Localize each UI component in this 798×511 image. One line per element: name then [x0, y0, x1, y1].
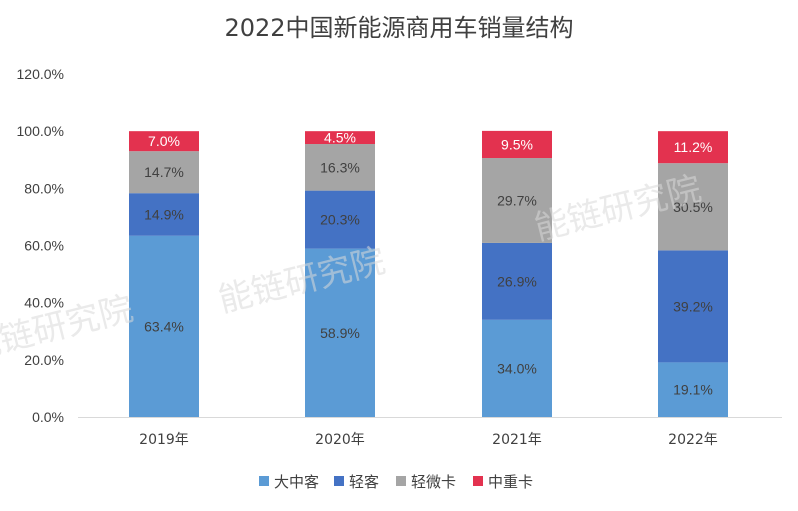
- y-tick-label: 120.0%: [17, 66, 64, 82]
- data-label: 19.1%: [673, 382, 713, 398]
- data-label: 14.9%: [144, 206, 184, 222]
- bar-segment: [305, 144, 375, 191]
- y-tick-label: 100.0%: [17, 123, 64, 139]
- data-label: 11.2%: [674, 139, 713, 155]
- bar-segment: [658, 250, 728, 363]
- legend-label: 轻客: [349, 473, 379, 491]
- data-label: 16.3%: [320, 159, 360, 175]
- x-tick-label: 2022年: [668, 432, 718, 448]
- data-label: 4.5%: [324, 130, 356, 146]
- bar-segment: [482, 242, 552, 320]
- bar-segment: [305, 190, 375, 249]
- bar-segment: [658, 163, 728, 251]
- x-axis: 2019年 2020年 2021年 2022年: [139, 432, 718, 448]
- bars: 63.4% 14.9% 14.7% 7.0% 58.9% 20.3% 16.3% 4.5% 34…: [129, 130, 728, 417]
- legend-swatch: [396, 476, 406, 486]
- data-label: 29.7%: [497, 192, 537, 208]
- bar-segment: [482, 130, 552, 159]
- chart-title: 2022中国新能源商用车销量结构: [224, 14, 573, 42]
- legend-label: 中重卡: [488, 473, 533, 491]
- data-label: 39.2%: [673, 298, 713, 314]
- bar-segment: [482, 158, 552, 243]
- bar-segment: [129, 235, 199, 417]
- legend-label: 轻微卡: [411, 473, 456, 491]
- y-tick-label: 20.0%: [24, 352, 64, 368]
- data-label: 20.3%: [320, 212, 360, 228]
- x-tick-label: 2019年: [139, 432, 189, 448]
- bar-segment: [305, 131, 375, 145]
- data-label: 26.9%: [497, 273, 537, 289]
- y-tick-label: 40.0%: [24, 295, 64, 311]
- y-tick-label: 60.0%: [24, 238, 64, 254]
- bar-segment: [658, 131, 728, 164]
- bar-segment: [305, 248, 375, 417]
- data-label: 14.7%: [144, 164, 184, 180]
- data-label: 30.5%: [673, 199, 713, 215]
- legend: 大中客 轻客 轻微卡 中重卡: [259, 473, 533, 491]
- y-axis: 0.0% 20.0% 40.0% 60.0% 80.0% 100.0% 120.0%: [17, 66, 64, 425]
- y-tick-label: 80.0%: [24, 180, 64, 196]
- bar-segment: [658, 362, 728, 417]
- data-label: 34.0%: [497, 360, 537, 376]
- y-tick-label: 0.0%: [32, 409, 64, 425]
- x-tick-label: 2020年: [315, 432, 365, 448]
- data-label: 7.0%: [148, 133, 180, 149]
- bar-segment: [129, 131, 199, 152]
- legend-label: 大中客: [274, 473, 319, 491]
- data-label: 58.9%: [320, 325, 360, 341]
- watermark-text: 能链研究院: [0, 289, 137, 369]
- bar-segment: [129, 193, 199, 236]
- legend-swatch: [259, 476, 269, 486]
- bar-segment: [482, 319, 552, 417]
- bar-segment: [129, 151, 199, 194]
- x-tick-label: 2021年: [492, 432, 542, 448]
- data-label: 9.5%: [501, 136, 533, 152]
- legend-swatch: [334, 476, 344, 486]
- data-label: 63.4%: [144, 318, 184, 334]
- legend-swatch: [473, 476, 483, 486]
